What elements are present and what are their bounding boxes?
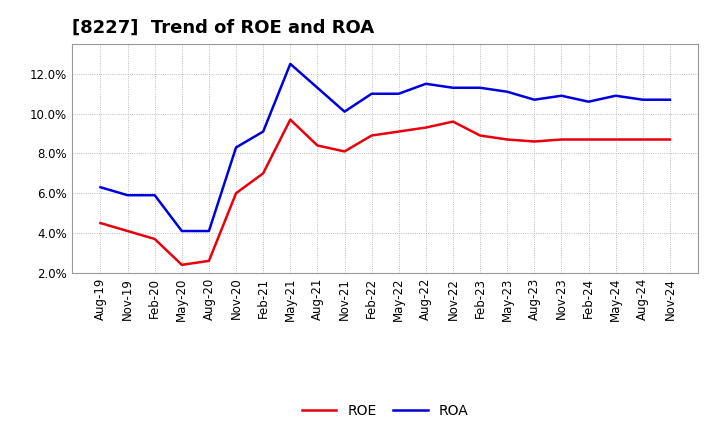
ROE (611, 137, 620, 142)
Line: ROA: ROA (101, 64, 670, 231)
ROA (395, 91, 403, 96)
ROA (665, 97, 674, 103)
ROE (259, 171, 268, 176)
ROE (476, 133, 485, 138)
ROA (367, 91, 376, 96)
ROA (421, 81, 430, 86)
ROA (286, 61, 294, 66)
ROE (96, 220, 105, 226)
ROA (123, 193, 132, 198)
ROA (530, 97, 539, 103)
ROE (639, 137, 647, 142)
ROE (150, 236, 159, 242)
ROA (232, 145, 240, 150)
ROE (421, 125, 430, 130)
ROE (665, 137, 674, 142)
ROE (341, 149, 349, 154)
ROA (96, 185, 105, 190)
Text: [8227]  Trend of ROE and ROA: [8227] Trend of ROE and ROA (72, 19, 374, 37)
ROA (584, 99, 593, 104)
ROA (503, 89, 511, 95)
Legend: ROE, ROA: ROE, ROA (296, 399, 474, 424)
Line: ROE: ROE (101, 120, 670, 265)
ROE (313, 143, 322, 148)
ROA (150, 193, 159, 198)
ROE (178, 262, 186, 268)
ROA (178, 228, 186, 234)
ROE (367, 133, 376, 138)
ROA (341, 109, 349, 114)
ROE (557, 137, 566, 142)
ROE (503, 137, 511, 142)
ROA (259, 129, 268, 134)
ROE (232, 191, 240, 196)
ROE (286, 117, 294, 122)
ROE (395, 129, 403, 134)
ROE (530, 139, 539, 144)
ROA (449, 85, 457, 90)
ROE (584, 137, 593, 142)
ROE (449, 119, 457, 124)
ROA (639, 97, 647, 103)
ROE (204, 258, 213, 264)
ROE (123, 228, 132, 234)
ROA (611, 93, 620, 99)
ROA (557, 93, 566, 99)
ROA (476, 85, 485, 90)
ROA (204, 228, 213, 234)
ROA (313, 85, 322, 90)
